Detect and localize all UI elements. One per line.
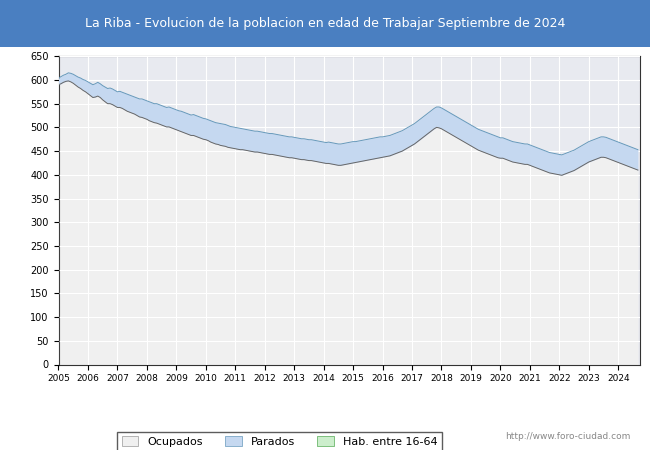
Text: La Riba - Evolucion de la poblacion en edad de Trabajar Septiembre de 2024: La Riba - Evolucion de la poblacion en e…: [84, 17, 566, 30]
Legend: Ocupados, Parados, Hab. entre 16-64: Ocupados, Parados, Hab. entre 16-64: [118, 432, 442, 450]
Text: http://www.foro-ciudad.com: http://www.foro-ciudad.com: [505, 432, 630, 441]
